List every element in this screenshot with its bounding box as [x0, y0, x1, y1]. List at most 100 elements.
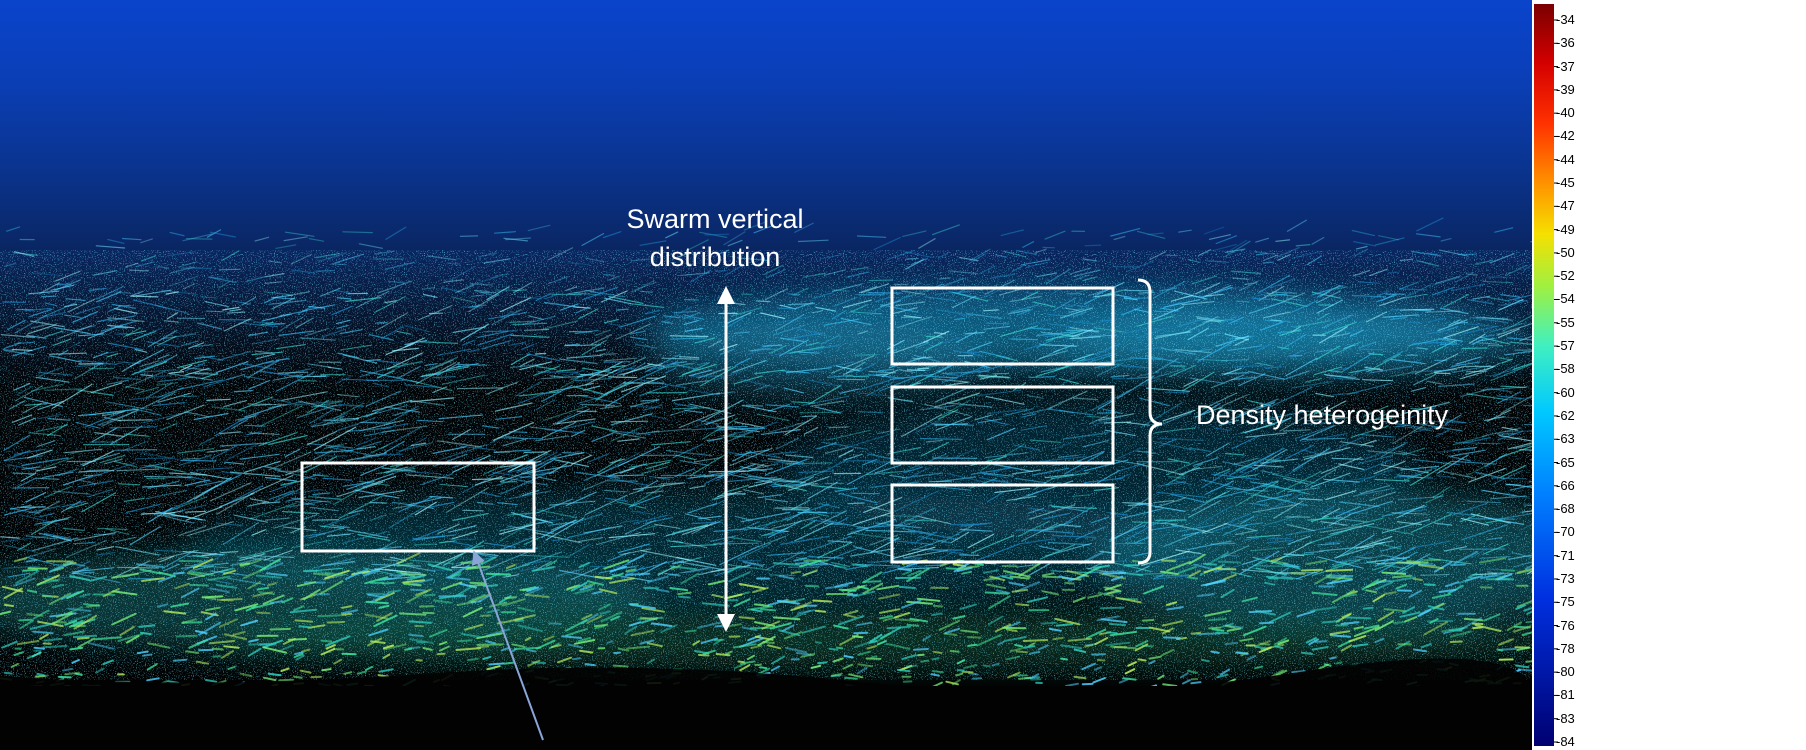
echo-trace [366, 359, 381, 362]
echo-trace [254, 236, 270, 242]
echo-trace [672, 443, 704, 459]
echo-trace [1316, 290, 1341, 304]
echo-trace [1369, 268, 1388, 277]
echo-trace [564, 421, 595, 430]
echo-trace [630, 336, 648, 341]
echo-trace [111, 303, 137, 309]
echo-trace [1504, 350, 1532, 356]
echo-trace [925, 375, 958, 379]
echo-trace [925, 335, 943, 338]
echo-trace [358, 489, 405, 499]
echo-trace [1291, 380, 1335, 389]
echo-trace [662, 306, 693, 323]
echo-trace [30, 383, 64, 392]
echo-trace [814, 641, 823, 644]
echo-trace [1339, 441, 1374, 447]
echo-trace [833, 296, 858, 307]
echo-trace [185, 238, 213, 240]
echo-trace [1382, 314, 1419, 318]
echo-trace [566, 354, 602, 359]
echo-trace [574, 587, 595, 595]
echo-trace [1131, 521, 1178, 525]
echo-trace [260, 558, 281, 572]
echo-trace [1303, 550, 1324, 554]
echo-trace [1369, 365, 1413, 374]
echo-trace [772, 324, 806, 336]
echo-trace [842, 613, 857, 619]
echo-trace [1246, 534, 1281, 539]
echo-trace [383, 440, 405, 454]
echo-trace [343, 671, 353, 675]
echo-trace [639, 240, 667, 246]
echo-trace [52, 490, 91, 495]
echo-trace [1073, 397, 1099, 401]
echo-trace [1197, 593, 1215, 598]
echo-trace [388, 507, 423, 529]
echo-trace [828, 426, 849, 429]
echo-trace [218, 431, 242, 435]
echo-trace [715, 653, 731, 657]
echo-trace [1188, 447, 1211, 452]
echo-trace [133, 289, 172, 297]
echo-trace [608, 295, 644, 304]
echo-trace [1496, 322, 1532, 336]
echo-trace [1295, 244, 1311, 247]
echo-trace [1434, 275, 1461, 285]
echo-trace [982, 569, 999, 574]
echo-trace [945, 567, 959, 570]
echo-trace [1383, 608, 1407, 613]
echo-trace [1353, 248, 1369, 257]
echo-trace [790, 499, 811, 511]
echo-trace [398, 470, 442, 475]
echo-trace [180, 459, 217, 462]
echo-trace [857, 330, 869, 335]
echo-trace [1200, 580, 1226, 587]
echo-trace [54, 282, 70, 286]
echo-trace [1247, 370, 1286, 380]
echo-trace [728, 564, 772, 571]
echo-trace [938, 619, 961, 631]
echo-trace [1312, 559, 1361, 577]
echo-trace [621, 519, 639, 523]
echo-trace [1515, 604, 1526, 610]
echo-trace [899, 665, 913, 671]
echo-trace [140, 255, 157, 262]
echo-trace [693, 457, 721, 463]
echo-trace [846, 461, 891, 485]
echo-trace [577, 308, 599, 320]
echo-trace [119, 625, 135, 636]
echo-trace [1451, 283, 1486, 292]
echo-trace [422, 647, 433, 651]
echo-trace [308, 526, 346, 539]
echo-trace [184, 411, 210, 418]
echo-trace [476, 645, 490, 649]
echo-trace [1085, 628, 1107, 640]
echo-trace [1266, 539, 1294, 544]
echo-trace [1052, 636, 1064, 641]
echo-trace [772, 480, 806, 483]
echo-trace [1226, 487, 1269, 492]
echo-trace [1158, 287, 1178, 292]
echo-trace [604, 297, 632, 305]
echo-trace [519, 361, 552, 371]
echo-trace [268, 451, 312, 471]
echo-trace [1431, 276, 1461, 286]
echo-trace [267, 260, 283, 264]
echo-trace [960, 522, 992, 527]
echo-trace [452, 512, 489, 522]
echo-trace [1441, 626, 1468, 633]
echo-trace [1277, 254, 1291, 261]
echo-trace [808, 385, 841, 405]
echo-trace [665, 231, 679, 239]
echo-trace [1214, 427, 1231, 431]
echo-trace [300, 648, 311, 653]
echo-trace [470, 294, 485, 297]
echo-trace [844, 610, 859, 616]
echo-trace [1365, 589, 1377, 594]
echo-trace [192, 554, 209, 559]
echo-trace [600, 290, 628, 303]
echo-trace [239, 672, 253, 678]
echo-trace [656, 588, 670, 593]
echo-trace [1225, 624, 1236, 629]
